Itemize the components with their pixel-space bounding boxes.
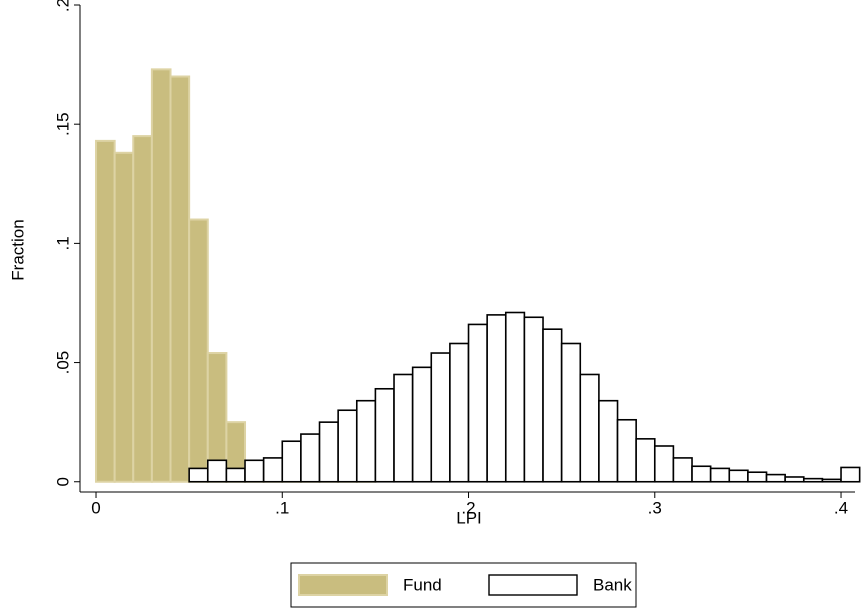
x-tick-label: .3	[648, 498, 662, 517]
histogram-bar	[523, 316, 544, 483]
x-tick-label: .4	[834, 498, 848, 517]
legend-label: Fund	[403, 575, 442, 594]
histogram-bar	[113, 151, 135, 483]
histogram-bar	[579, 373, 600, 483]
histogram-bar	[653, 445, 675, 483]
histogram-bar	[95, 139, 116, 483]
y-tick-label: 0	[53, 477, 72, 486]
histogram-bar	[188, 467, 209, 483]
histogram-bar	[821, 478, 842, 483]
histogram-bar	[542, 328, 563, 483]
histogram-bar	[430, 352, 451, 483]
histogram-bar	[709, 467, 731, 483]
histogram-bar	[411, 366, 433, 483]
x-tick-label: .2	[461, 498, 475, 517]
histogram-bar	[150, 68, 172, 483]
histogram-bar	[504, 311, 526, 483]
histogram-bar	[840, 466, 861, 483]
histogram-bar	[318, 421, 339, 483]
histogram-bar	[206, 459, 228, 483]
x-tick-label: .1	[275, 498, 289, 517]
legend-label: Bank	[593, 575, 632, 594]
y-axis-title: Fraction	[8, 219, 27, 280]
histogram-bar	[467, 323, 488, 483]
histogram-bar	[132, 135, 153, 483]
histogram-bar	[635, 438, 656, 483]
histogram-bar	[560, 342, 582, 483]
histogram-bar	[449, 342, 470, 483]
histogram-bar	[300, 433, 321, 483]
y-tick-label: .2	[53, 0, 72, 12]
legend-swatch	[298, 574, 388, 596]
histogram-bar	[784, 476, 805, 483]
x-tick-label: 0	[91, 498, 100, 517]
y-tick-label: .15	[53, 112, 72, 136]
histogram-bar	[616, 418, 637, 483]
histogram-bar	[802, 477, 824, 483]
histogram-bar	[728, 469, 749, 483]
x-axis-title: LPI	[456, 508, 482, 527]
histogram-bar	[393, 373, 414, 483]
histogram-bar	[672, 457, 693, 483]
histogram-bar	[281, 440, 302, 483]
histogram-bar	[691, 465, 712, 483]
legend-swatch	[488, 574, 578, 596]
histogram-bar	[486, 314, 507, 483]
histogram-bar	[188, 218, 209, 483]
histogram-bar	[225, 467, 246, 483]
y-tick-label: .05	[53, 351, 72, 375]
histogram-bar	[355, 399, 377, 483]
histogram-bar	[244, 459, 265, 483]
histogram-bar	[337, 409, 358, 483]
histogram-bar	[169, 75, 191, 483]
histogram-bar	[374, 387, 395, 483]
histogram-bar	[747, 471, 768, 483]
histogram-bar	[598, 399, 619, 483]
y-tick-label: .1	[53, 236, 72, 250]
histogram-bar	[765, 473, 786, 483]
histogram-bar	[262, 457, 284, 483]
